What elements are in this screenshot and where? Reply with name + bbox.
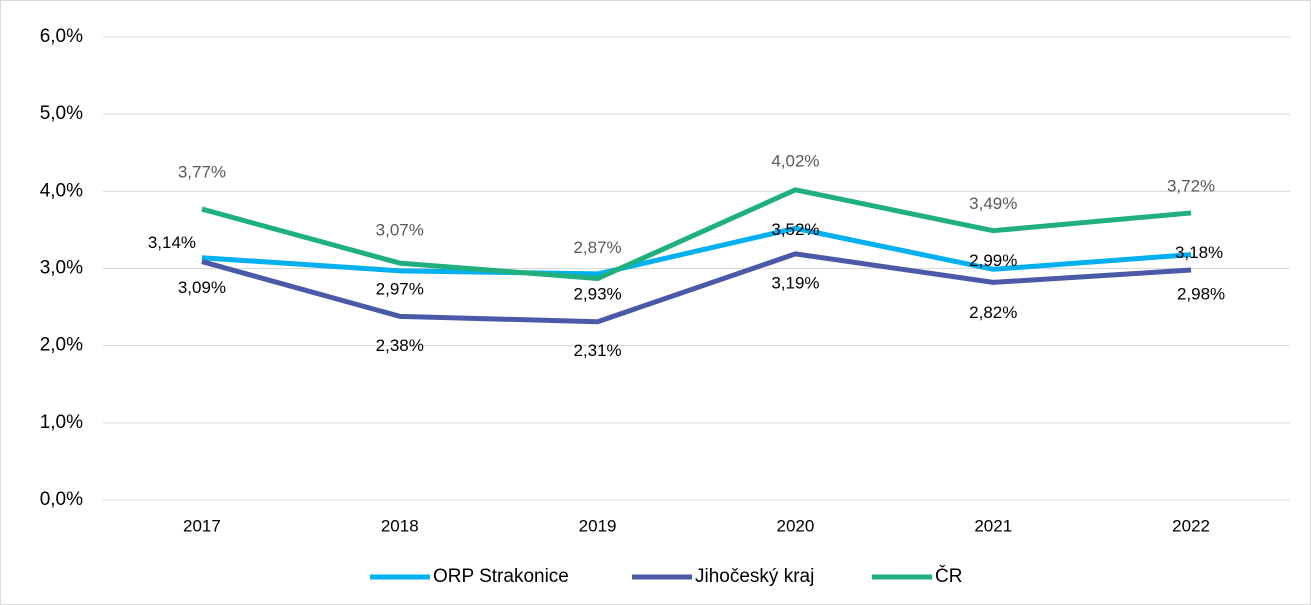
data-label: 2,97%	[376, 279, 424, 298]
data-label: 3,18%	[1175, 243, 1223, 262]
legend-label: Jihočeský kraj	[695, 566, 814, 587]
data-label: 2,99%	[969, 251, 1017, 270]
data-label: 2,82%	[969, 303, 1017, 322]
x-tick-label: 2021	[974, 516, 1012, 535]
data-label: 2,98%	[1177, 285, 1225, 304]
data-label: 4,02%	[771, 151, 819, 170]
data-label: 3,49%	[969, 194, 1017, 213]
data-label: 3,52%	[771, 220, 819, 239]
x-tick-label: 2022	[1172, 516, 1210, 535]
line	[201, 251, 1192, 325]
y-tick-label: 2,0%	[40, 335, 83, 356]
data-label: 3,77%	[178, 163, 226, 182]
y-tick-label: 4,0%	[40, 180, 83, 201]
data-label: 2,31%	[573, 341, 621, 360]
legend-label: ČR	[935, 565, 962, 587]
data-label: 3,14%	[148, 233, 196, 252]
x-tick-label: 2020	[777, 516, 815, 535]
y-tick-label: 5,0%	[40, 103, 83, 124]
data-label: 2,38%	[376, 336, 424, 355]
y-tick-label: 1,0%	[40, 412, 83, 433]
data-label: 3,09%	[178, 278, 226, 297]
data-label: 3,72%	[1167, 176, 1215, 195]
legend-label: ORP Strakonice	[433, 566, 569, 587]
x-tick-label: 2019	[579, 516, 617, 535]
data-label: 2,87%	[573, 238, 621, 257]
data-label: 3,19%	[771, 273, 819, 292]
data-label: 2,93%	[573, 284, 621, 303]
data-label: 3,07%	[376, 221, 424, 240]
line	[201, 187, 1192, 282]
x-tick-label: 2018	[381, 516, 419, 535]
y-tick-label: 0,0%	[40, 489, 83, 510]
y-tick-label: 3,0%	[40, 258, 83, 279]
y-tick-label: 6,0%	[40, 26, 83, 47]
line	[201, 225, 1192, 277]
x-tick-label: 2017	[183, 516, 221, 535]
